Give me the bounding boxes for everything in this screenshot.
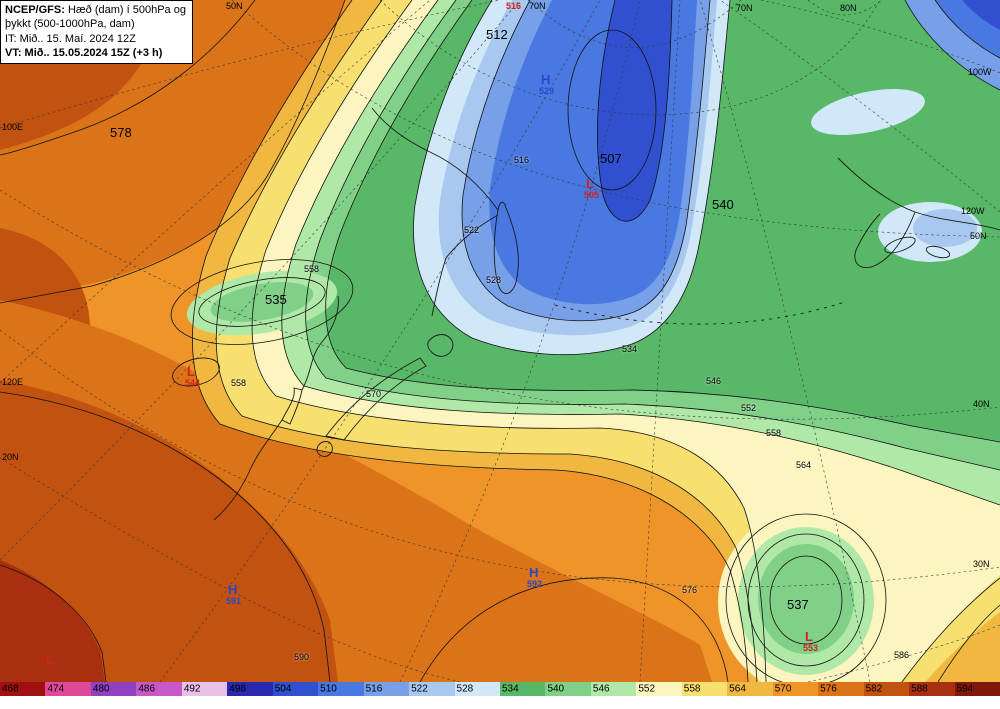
colorbar-segment: 594	[954, 682, 1000, 696]
colorbar-value: 570	[774, 683, 792, 695]
colorbar-value: 516	[365, 683, 383, 695]
colorbar-segment: 582	[863, 682, 910, 696]
legend-title: NCEP/GFS: Hæð (dam) í 500hPa og	[5, 3, 186, 17]
colorbar-value: 540	[547, 683, 565, 695]
colorbar-value: 474	[47, 683, 65, 695]
colorbar-segment: 588	[909, 682, 955, 696]
colorbar-segment: 552	[636, 682, 682, 696]
thickness-field	[0, 0, 1000, 682]
colorbar-segment: 540	[545, 682, 591, 696]
colorbar-value: 534	[501, 683, 519, 695]
legend-title-rest: Hæð (dam) í 500hPa og	[64, 4, 186, 16]
legend-subtitle: þykkt (500-1000hPa, dam)	[5, 18, 135, 31]
colorbar-value: 480	[92, 683, 110, 695]
model-name: NCEP/GFS:	[5, 4, 65, 16]
map-canvas	[0, 0, 1000, 682]
colorbar-segment: 510	[318, 682, 364, 696]
colorbar-value: 546	[592, 683, 610, 695]
colorbar-value: 528	[456, 683, 474, 695]
colorbar-segment: 498	[227, 682, 273, 696]
height-contours	[0, 0, 1000, 682]
colorbar-segment: 486	[136, 682, 182, 696]
colorbar-segment: 522	[409, 682, 455, 696]
colorbar-value: 588	[911, 683, 928, 695]
colorbar-value: 582	[865, 683, 883, 695]
colorbar-value: 468	[2, 683, 19, 695]
colorbar-value: 492	[183, 683, 201, 695]
legend-box: NCEP/GFS: Hæð (dam) í 500hPa og þykkt (5…	[0, 0, 193, 65]
colorbar-segment: 468	[0, 682, 46, 696]
colorbar-segment: 504	[272, 682, 319, 696]
colorbar-segment: 474	[45, 682, 91, 696]
colorbar-value: 564	[729, 683, 746, 695]
weather-map: 512 578 535 507 540 537 516 522 528 558 558 570 534 5…	[0, 0, 1000, 682]
legend-valid-time: VT: Mið.. 15.05.2024 15Z (+3 h)	[5, 46, 163, 59]
colorbar-segment: 492	[181, 682, 228, 696]
colorbar-value: 558	[683, 683, 701, 695]
colorbar-segment: 576	[818, 682, 864, 696]
colorbar-segment: 558	[681, 682, 728, 696]
graticule	[0, 0, 1000, 682]
coastlines	[213, 107, 1000, 521]
colorbar-value: 498	[229, 683, 246, 695]
colorbar-value: 510	[320, 683, 337, 695]
colorbar-value: 594	[956, 683, 974, 695]
colorbar-value: 486	[138, 683, 156, 695]
legend-init-time: IT: Mið.. 15. Maí. 2024 12Z	[5, 32, 136, 45]
colorbar-segment: 570	[772, 682, 819, 696]
colorbar-value: 504	[274, 683, 292, 695]
colorbar-segment: 528	[454, 682, 500, 696]
colorbar-segment: 516	[363, 682, 410, 696]
colorbar-segment: 564	[727, 682, 773, 696]
colorbar-value: 522	[411, 683, 428, 695]
colorbar-value: 576	[820, 683, 837, 695]
colorbar-segment: 546	[590, 682, 637, 696]
colorbar-value: 552	[638, 683, 656, 695]
colorbar-segment: 534	[499, 682, 546, 696]
colorbar-segment: 480	[90, 682, 137, 696]
colorbar: 468 474 480 486 492 498 504 510 516 522 528 534 540 5…	[0, 682, 1000, 696]
